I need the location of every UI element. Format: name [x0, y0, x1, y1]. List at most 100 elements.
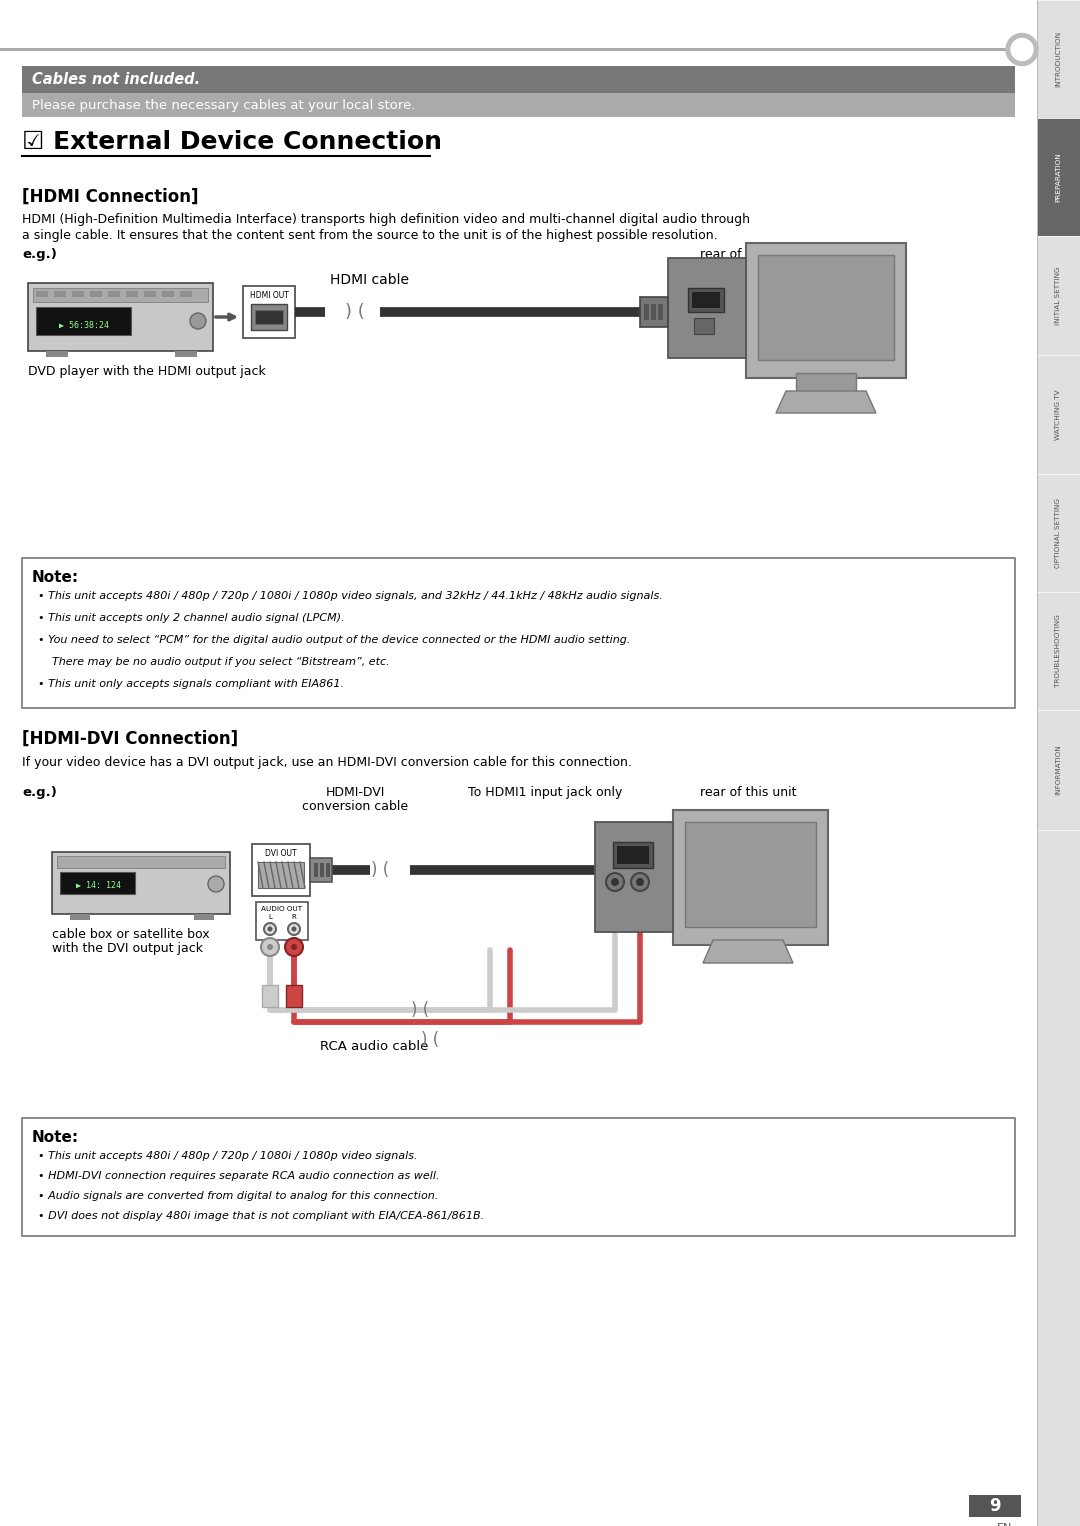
Text: There may be no audio output if you select “Bitstream”, etc.: There may be no audio output if you sele…	[38, 658, 390, 667]
Circle shape	[292, 926, 297, 931]
Circle shape	[611, 877, 619, 887]
Bar	[70, 914, 90, 920]
Bar	[688, 288, 724, 311]
Bar	[651, 304, 656, 320]
Bar	[326, 864, 330, 877]
Bar	[52, 852, 230, 914]
Bar	[36, 307, 131, 336]
Bar	[0, 47, 1037, 50]
Bar	[180, 291, 192, 298]
Bar	[22, 559, 1015, 708]
Circle shape	[261, 938, 279, 955]
Text: DVD player with the HDMI output jack: DVD player with the HDMI output jack	[28, 365, 266, 378]
Bar	[310, 858, 332, 882]
Text: ) (: ) (	[421, 1032, 440, 1048]
Text: DVI OUT: DVI OUT	[266, 848, 297, 858]
Bar	[1037, 592, 1080, 710]
Bar	[262, 984, 278, 1007]
Circle shape	[288, 923, 300, 935]
Bar	[796, 372, 856, 391]
Text: INFORMATION: INFORMATION	[1055, 745, 1062, 795]
Text: conversion cable: conversion cable	[302, 800, 408, 813]
Text: • This unit accepts 480i / 480p / 720p / 1080i / 1080p video signals.: • This unit accepts 480i / 480p / 720p /…	[38, 1151, 418, 1161]
Polygon shape	[777, 391, 876, 414]
Text: HDMI cable: HDMI cable	[330, 273, 409, 287]
Text: TROUBLESHOOTING: TROUBLESHOOTING	[1055, 615, 1062, 687]
Bar	[36, 291, 48, 298]
Circle shape	[268, 926, 272, 931]
Text: cable box or satellite box: cable box or satellite box	[52, 928, 210, 942]
Bar	[320, 864, 324, 877]
Text: L: L	[268, 914, 272, 920]
Bar	[243, 285, 295, 337]
Text: • This unit accepts only 2 channel audio signal (LPCM).: • This unit accepts only 2 channel audio…	[38, 613, 345, 623]
Bar	[969, 1495, 1021, 1517]
Text: EN: EN	[997, 1523, 1013, 1526]
Bar	[175, 351, 197, 357]
Text: If your video device has a DVI output jack, use an HDMI-DVI conversion cable for: If your video device has a DVI output ja…	[22, 755, 632, 769]
Text: • This unit accepts 480i / 480p / 720p / 1080i / 1080p video signals, and 32kHz : • This unit accepts 480i / 480p / 720p /…	[38, 591, 663, 601]
Text: OPTIONAL SETTING: OPTIONAL SETTING	[1055, 497, 1062, 568]
Text: ☑ External Device Connection: ☑ External Device Connection	[22, 130, 442, 154]
Bar	[256, 902, 308, 940]
Text: ) (: ) (	[370, 861, 389, 879]
Text: ▶ 14: 124: ▶ 14: 124	[76, 881, 121, 890]
Polygon shape	[703, 940, 793, 963]
Text: a single cable. It ensures that the content sent from the source to the unit is : a single cable. It ensures that the cont…	[22, 229, 717, 243]
Text: ) (: ) (	[346, 304, 365, 320]
Text: [HDMI Connection]: [HDMI Connection]	[22, 188, 199, 206]
Text: To HDMI1 input jack only: To HDMI1 input jack only	[468, 786, 622, 800]
Circle shape	[264, 923, 276, 935]
Text: Note:: Note:	[32, 1129, 79, 1144]
Circle shape	[208, 876, 224, 893]
Bar	[685, 823, 816, 926]
Text: • DVI does not display 480i image that is not compliant with EIA/CEA-861/861B.: • DVI does not display 480i image that i…	[38, 1212, 484, 1221]
Text: • This unit only accepts signals compliant with EIA861.: • This unit only accepts signals complia…	[38, 679, 345, 690]
Bar	[644, 304, 649, 320]
Circle shape	[631, 873, 649, 891]
Polygon shape	[673, 852, 750, 888]
Text: • You need to select “PCM” for the digital audio output of the device connected : • You need to select “PCM” for the digit…	[38, 635, 631, 645]
Text: rear of this unit: rear of this unit	[700, 786, 797, 800]
Text: HDMI OUT: HDMI OUT	[249, 290, 288, 299]
Bar	[595, 823, 673, 932]
Bar	[694, 317, 714, 334]
Bar	[258, 862, 303, 888]
Bar	[669, 258, 746, 359]
Circle shape	[1005, 34, 1038, 66]
Bar	[286, 984, 302, 1007]
Bar	[758, 255, 894, 360]
Bar	[658, 304, 663, 320]
Circle shape	[291, 945, 297, 951]
Bar	[22, 93, 1015, 118]
Text: HDMI (High-Definition Multimedia Interface) transports high definition video and: HDMI (High-Definition Multimedia Interfa…	[22, 214, 750, 226]
Text: e.g.): e.g.)	[22, 249, 57, 261]
Bar	[22, 1119, 1015, 1236]
Text: Please purchase the necessary cables at your local store.: Please purchase the necessary cables at …	[32, 99, 416, 111]
Text: • Audio signals are converted from digital to analog for this connection.: • Audio signals are converted from digit…	[38, 1190, 438, 1201]
Circle shape	[636, 877, 644, 887]
Text: WATCHING TV: WATCHING TV	[1055, 389, 1062, 439]
Bar	[126, 291, 138, 298]
Circle shape	[190, 313, 206, 330]
Bar	[60, 871, 135, 894]
Bar	[1037, 118, 1080, 237]
Bar	[1037, 710, 1080, 830]
Bar	[255, 310, 283, 324]
Bar	[251, 304, 287, 330]
Text: RCA audio cable: RCA audio cable	[320, 1041, 429, 1053]
Text: rear of this unit: rear of this unit	[700, 249, 797, 261]
Text: with the DVI output jack: with the DVI output jack	[52, 942, 203, 955]
Bar	[613, 842, 653, 868]
Bar	[46, 351, 68, 357]
Bar	[673, 810, 828, 945]
Bar	[54, 291, 66, 298]
Bar	[617, 845, 649, 864]
Bar	[22, 66, 1015, 93]
Circle shape	[606, 873, 624, 891]
Bar	[194, 914, 214, 920]
Bar	[1037, 0, 1080, 118]
Bar	[1037, 356, 1080, 475]
Circle shape	[267, 945, 273, 951]
Text: [HDMI-DVI Connection]: [HDMI-DVI Connection]	[22, 729, 238, 748]
